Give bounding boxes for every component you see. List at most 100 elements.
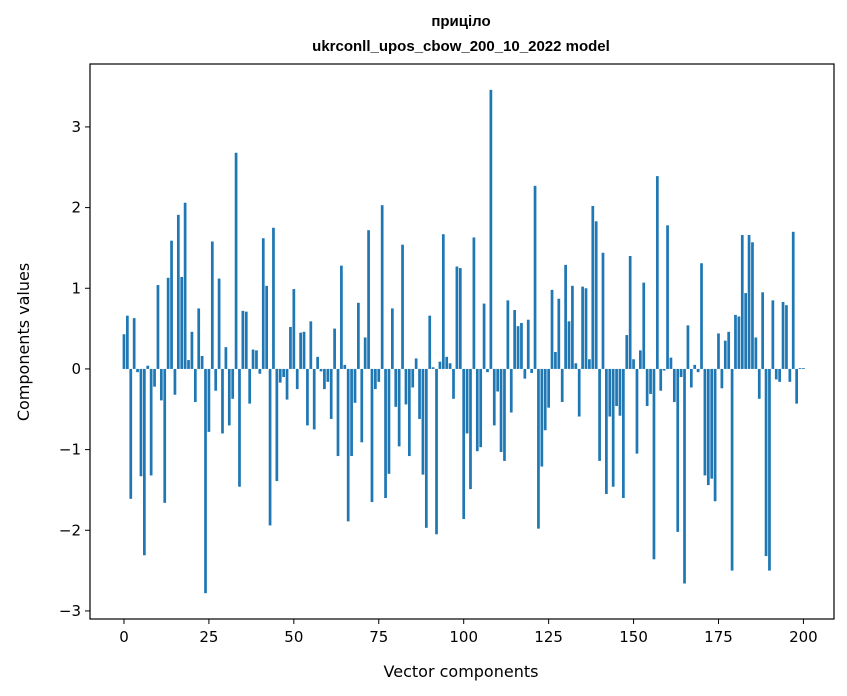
bar-21 <box>193 368 197 402</box>
chart-title-line-2: ukrconll_upos_cbow_200_10_2022 model <box>312 38 610 55</box>
bar-145 <box>615 368 618 407</box>
bar-29 <box>221 368 224 434</box>
chart-title-line-1: приціло <box>431 13 490 30</box>
bar-89 <box>424 368 428 528</box>
plot-frame <box>89 63 835 620</box>
bar-63 <box>336 368 340 457</box>
y-tick-label: −2 <box>59 521 81 539</box>
bar-37 <box>248 368 252 404</box>
bar-189 <box>764 368 768 557</box>
bar-163 <box>676 368 680 532</box>
bar-144 <box>611 368 615 487</box>
bar-41 <box>261 238 265 369</box>
bar-136 <box>584 288 588 369</box>
bar-125 <box>547 368 550 408</box>
bar-175 <box>717 333 720 369</box>
bar-77 <box>384 368 387 498</box>
bar-135 <box>581 286 584 369</box>
bar-172 <box>706 368 710 486</box>
bar-71 <box>363 337 367 369</box>
bar-104 <box>475 368 479 452</box>
bar-105 <box>479 368 483 448</box>
bar-44 <box>272 227 275 369</box>
bar-31 <box>227 368 231 426</box>
bar-25 <box>207 368 211 432</box>
bar-120 <box>530 368 533 373</box>
bar-36 <box>244 311 248 369</box>
bar-98 <box>455 266 459 369</box>
bar-48 <box>285 368 289 400</box>
bar-53 <box>302 331 306 369</box>
bar-188 <box>761 292 765 369</box>
bar-148 <box>625 335 629 369</box>
bar-32 <box>231 368 235 399</box>
bar-174 <box>713 368 717 502</box>
bar-142 <box>605 368 608 494</box>
bar-164 <box>679 368 683 377</box>
y-axis-label: Components values <box>14 263 33 421</box>
bar-100 <box>462 368 466 519</box>
bar-49 <box>289 326 292 369</box>
bar-190 <box>768 368 771 571</box>
bar-35 <box>241 310 245 369</box>
bar-111 <box>499 368 503 453</box>
bar-127 <box>554 351 557 369</box>
bar-132 <box>571 285 574 369</box>
bar-154 <box>645 368 649 407</box>
bar-193 <box>778 368 781 382</box>
bar-38 <box>251 349 255 369</box>
bar-87 <box>418 368 421 419</box>
bar-60 <box>326 368 330 382</box>
bar-20 <box>190 331 194 369</box>
bar-149 <box>628 255 632 369</box>
y-tick-label: 2 <box>71 199 81 217</box>
bar-137 <box>588 359 591 369</box>
x-tick-label: 175 <box>704 628 733 646</box>
bar-162 <box>672 368 676 402</box>
bar-33 <box>234 152 238 369</box>
bar-19 <box>187 360 190 369</box>
bar-22 <box>197 308 201 369</box>
bar-123 <box>540 368 544 467</box>
x-axis-ticks: 0 25 50 75 100 125 150 175 200 <box>119 619 818 646</box>
bar-101 <box>465 368 469 434</box>
x-tick-label: 100 <box>449 628 478 646</box>
bar-40 <box>258 368 262 374</box>
bar-46 <box>278 368 282 383</box>
bar-102 <box>469 368 472 490</box>
bar-168 <box>693 364 697 369</box>
bar-146 <box>618 368 622 416</box>
bar-88 <box>421 368 425 475</box>
bar-78 <box>387 368 391 474</box>
bar-118 <box>523 368 527 379</box>
bar-62 <box>333 328 336 369</box>
bar-110 <box>496 368 500 392</box>
bar-156 <box>652 368 656 560</box>
bar-66 <box>346 368 350 522</box>
bar-150 <box>632 359 635 369</box>
bar-195 <box>785 305 788 369</box>
bar-197 <box>791 231 795 369</box>
bar-57 <box>316 356 319 369</box>
bar-56 <box>312 368 316 430</box>
bar-75 <box>377 368 381 382</box>
bar-45 <box>275 368 279 482</box>
bar-106 <box>482 303 486 369</box>
bar-151 <box>635 368 639 454</box>
bar-80 <box>394 368 398 407</box>
bar-129 <box>560 368 564 402</box>
bar-200 <box>802 368 805 369</box>
bar-196 <box>788 368 792 382</box>
bar-54 <box>306 368 309 426</box>
bar-139 <box>594 221 598 369</box>
bar-65 <box>343 364 347 369</box>
bar-119 <box>526 319 530 369</box>
bar-24 <box>204 368 207 594</box>
bar-94 <box>441 234 445 369</box>
bar-15 <box>173 368 177 395</box>
bar-97 <box>452 368 455 399</box>
bar-128 <box>557 298 561 369</box>
bar-141 <box>601 252 605 369</box>
bar-143 <box>608 368 612 417</box>
y-tick-label: 3 <box>71 118 81 136</box>
